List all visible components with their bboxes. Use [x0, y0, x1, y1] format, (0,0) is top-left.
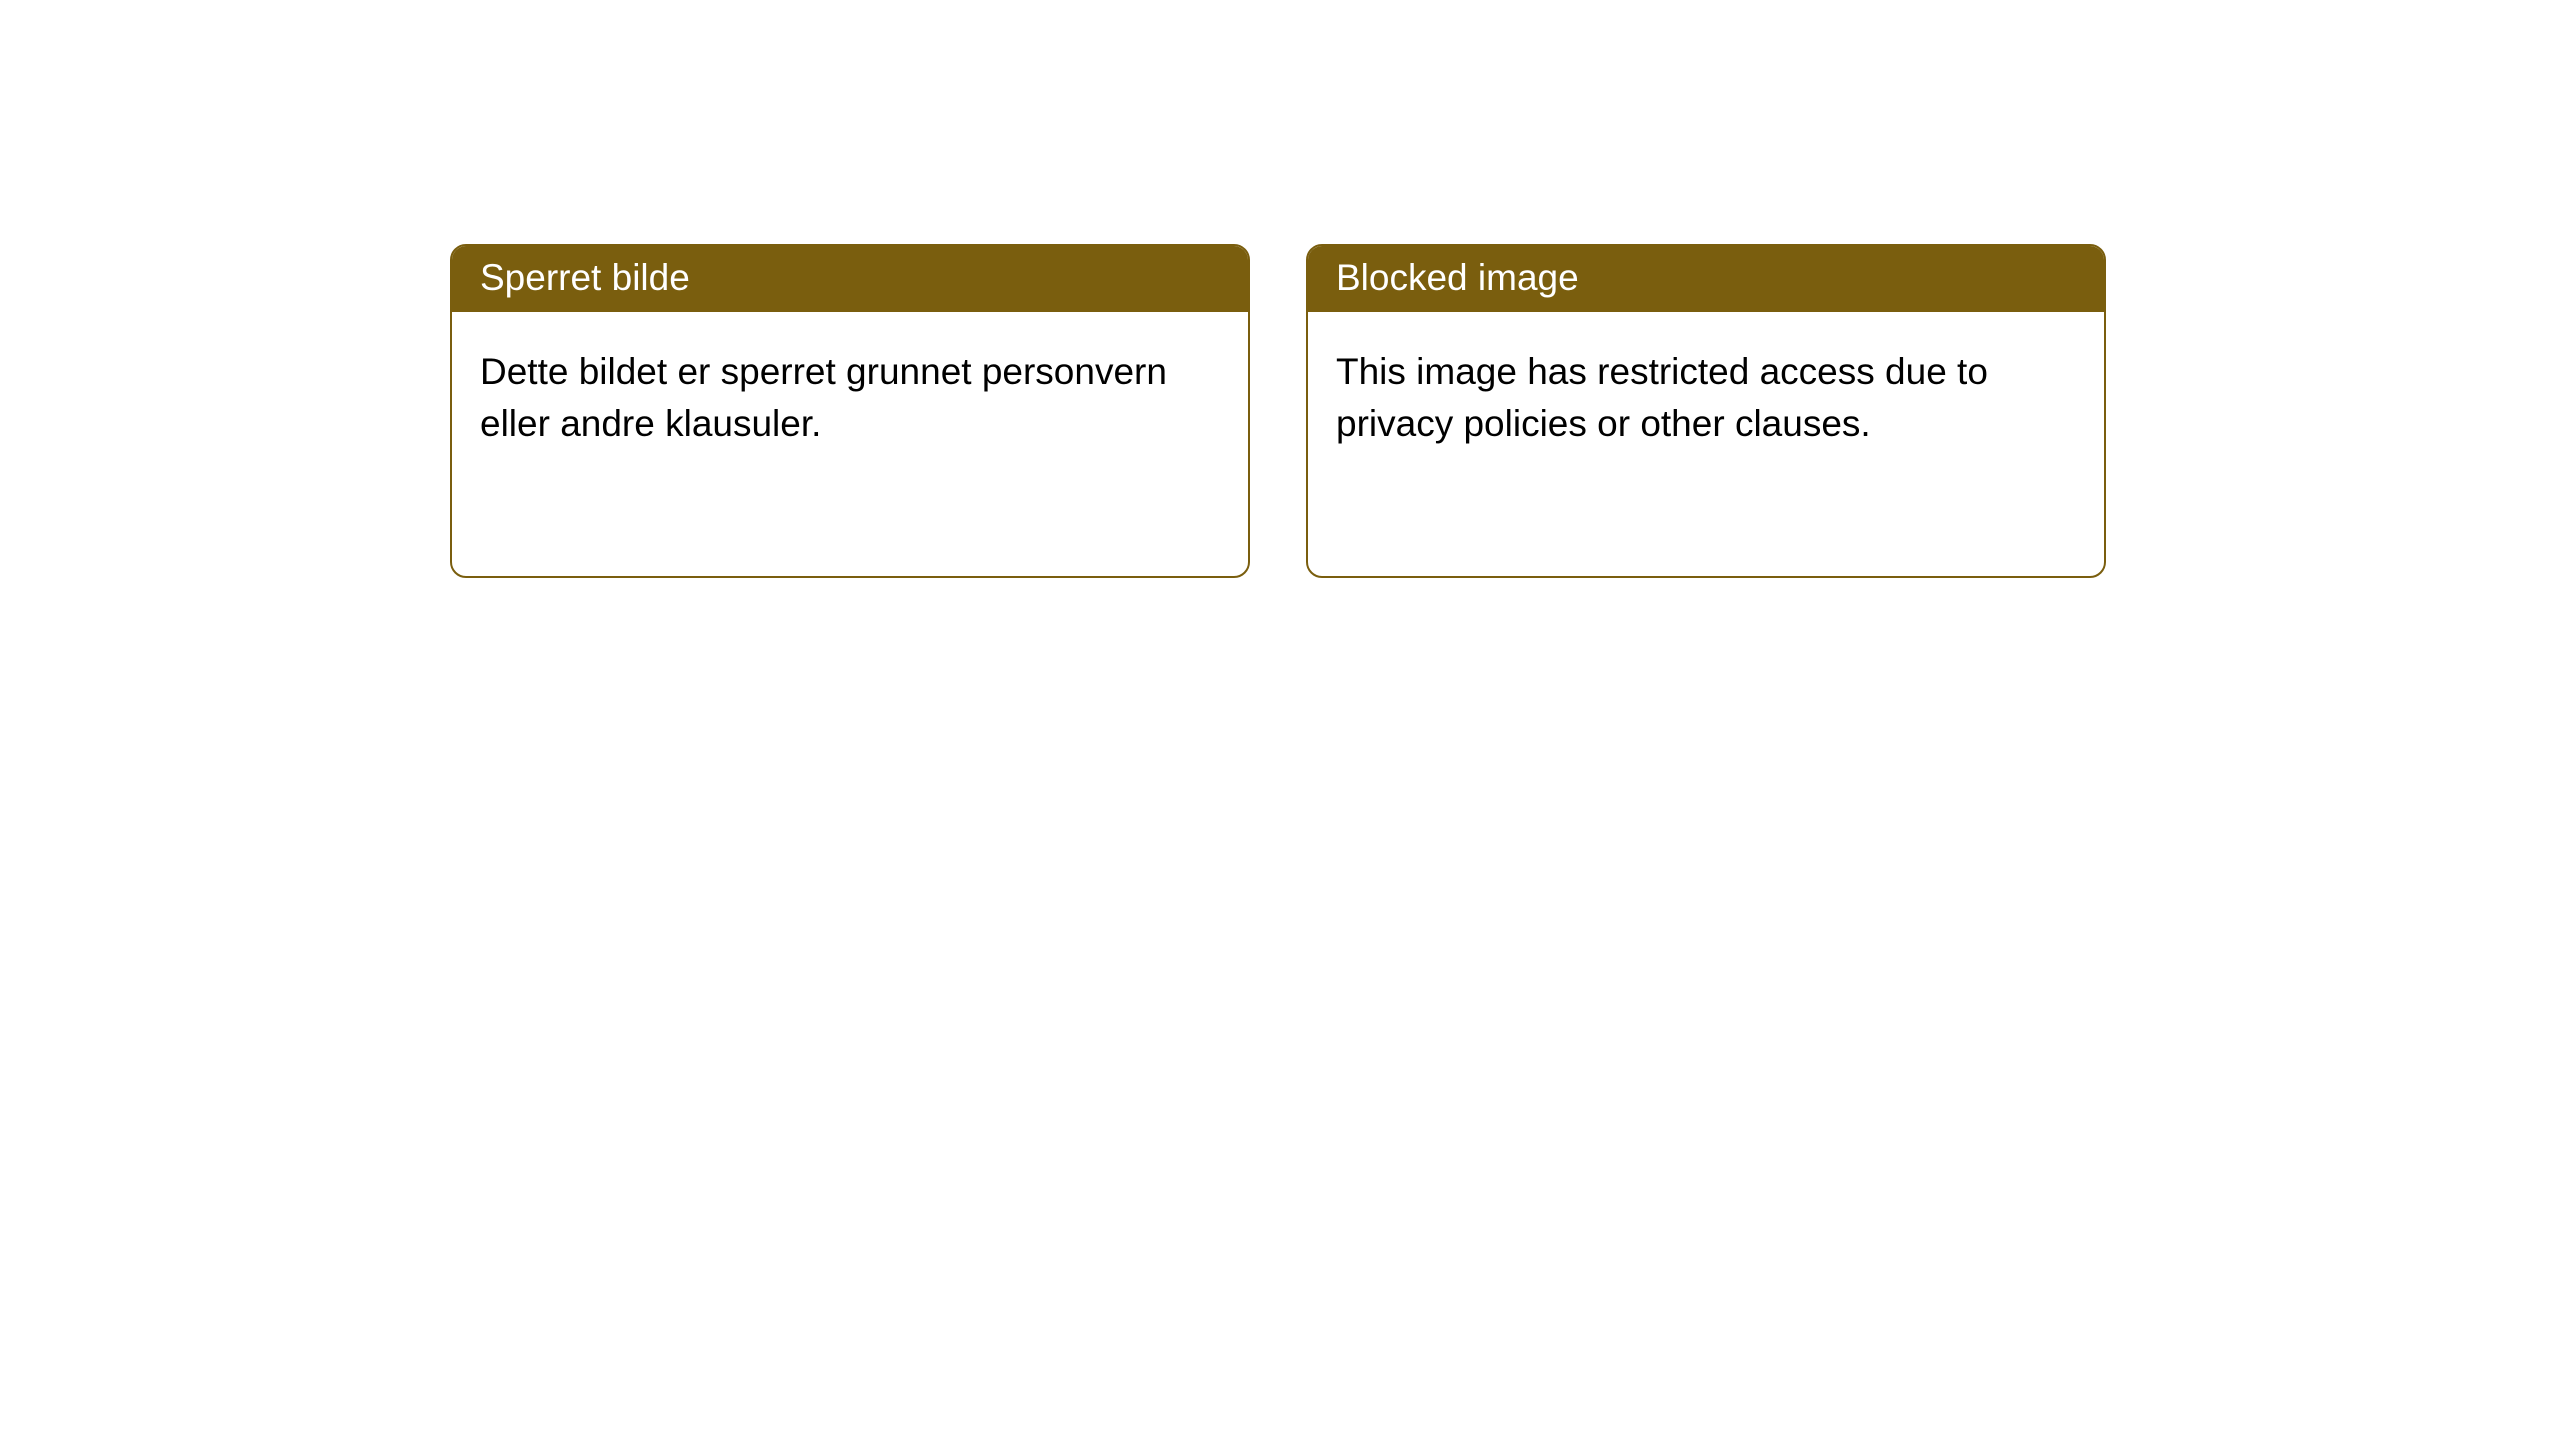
notice-card-header: Blocked image: [1308, 246, 2104, 312]
notice-card-header: Sperret bilde: [452, 246, 1248, 312]
notice-card-body: Dette bildet er sperret grunnet personve…: [452, 312, 1248, 484]
notice-card-body: This image has restricted access due to …: [1308, 312, 2104, 484]
notice-cards-container: Sperret bilde Dette bildet er sperret gr…: [0, 0, 2560, 578]
notice-card-english: Blocked image This image has restricted …: [1306, 244, 2106, 578]
notice-card-norwegian: Sperret bilde Dette bildet er sperret gr…: [450, 244, 1250, 578]
